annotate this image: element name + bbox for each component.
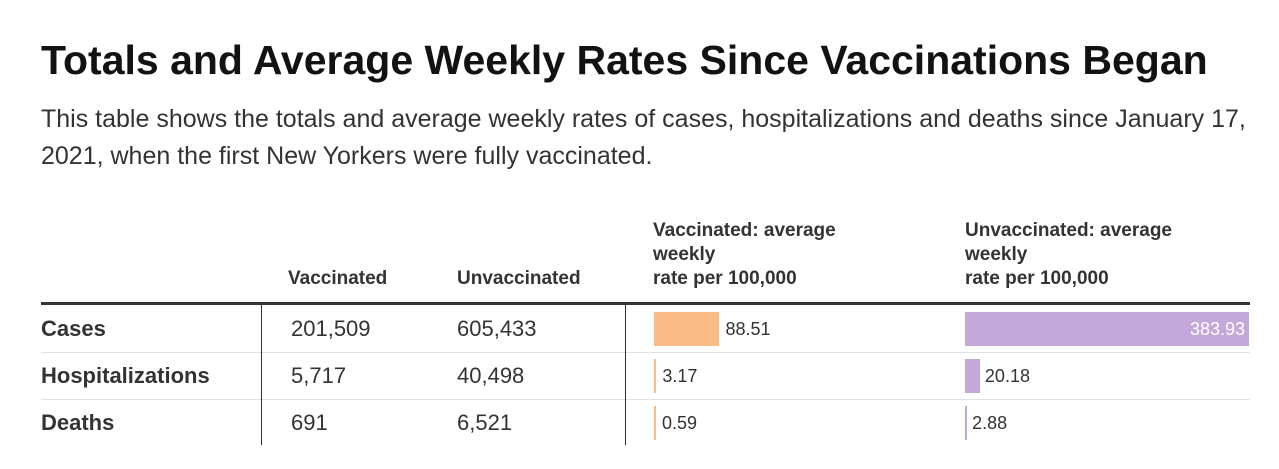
row-label: Cases — [41, 316, 106, 341]
vaccinated-total: 201,509 — [291, 316, 371, 341]
unvacc-rate-label: 20.18 — [984, 366, 1030, 386]
unvacc-rate-bar — [965, 312, 1249, 346]
unvacc-rate-bar — [965, 406, 968, 440]
column-divider — [625, 305, 626, 445]
header-vacc-rate-line: weekly — [653, 244, 716, 265]
unvacc-rate-label: 2.88 — [972, 413, 1008, 433]
vacc-rate-bar — [654, 359, 657, 393]
row-divider — [41, 352, 1250, 353]
row-label: Deaths — [41, 410, 115, 435]
vaccinated-total: 691 — [291, 410, 328, 435]
row-divider — [41, 399, 1250, 400]
header-vacc-rate-line: rate per 100,000 — [653, 268, 797, 289]
unvaccinated-total: 605,433 — [457, 316, 537, 341]
header-unvacc-rate-line: Unvaccinated: average — [965, 220, 1172, 241]
header-vacc-rate: Vaccinated: average weekly rate per 100,… — [653, 219, 868, 291]
table-header-rule — [41, 302, 1250, 305]
vacc-rate-bar — [654, 406, 656, 440]
unvacc-rate-bar — [965, 359, 980, 393]
unvacc-rate-label: 383.93 — [1189, 319, 1245, 339]
vacc-rate-label: 0.59 — [662, 413, 698, 433]
unvaccinated-total: 6,521 — [457, 410, 513, 435]
header-vacc-rate-line: Vaccinated: average — [653, 220, 836, 241]
vacc-rate-label: 88.51 — [725, 319, 771, 339]
chart-subtitle: This table shows the totals and average … — [41, 105, 1246, 170]
header-unvaccinated: Unvaccinated — [457, 268, 581, 289]
header-unvacc-rate: Unvaccinated: average weekly rate per 10… — [965, 219, 1180, 291]
chart-title: Totals and Average Weekly Rates Since Va… — [41, 37, 1208, 83]
vaccinated-total: 5,717 — [291, 363, 347, 388]
column-divider — [261, 305, 262, 445]
vacc-rate-label: 3.17 — [662, 366, 698, 386]
unvaccinated-total: 40,498 — [457, 363, 525, 388]
header-unvacc-rate-line: weekly — [965, 244, 1028, 265]
header-unvacc-rate-line: rate per 100,000 — [965, 268, 1109, 289]
row-label: Hospitalizations — [41, 363, 210, 388]
vacc-rate-bar — [654, 312, 720, 346]
header-vaccinated: Vaccinated — [288, 268, 388, 289]
